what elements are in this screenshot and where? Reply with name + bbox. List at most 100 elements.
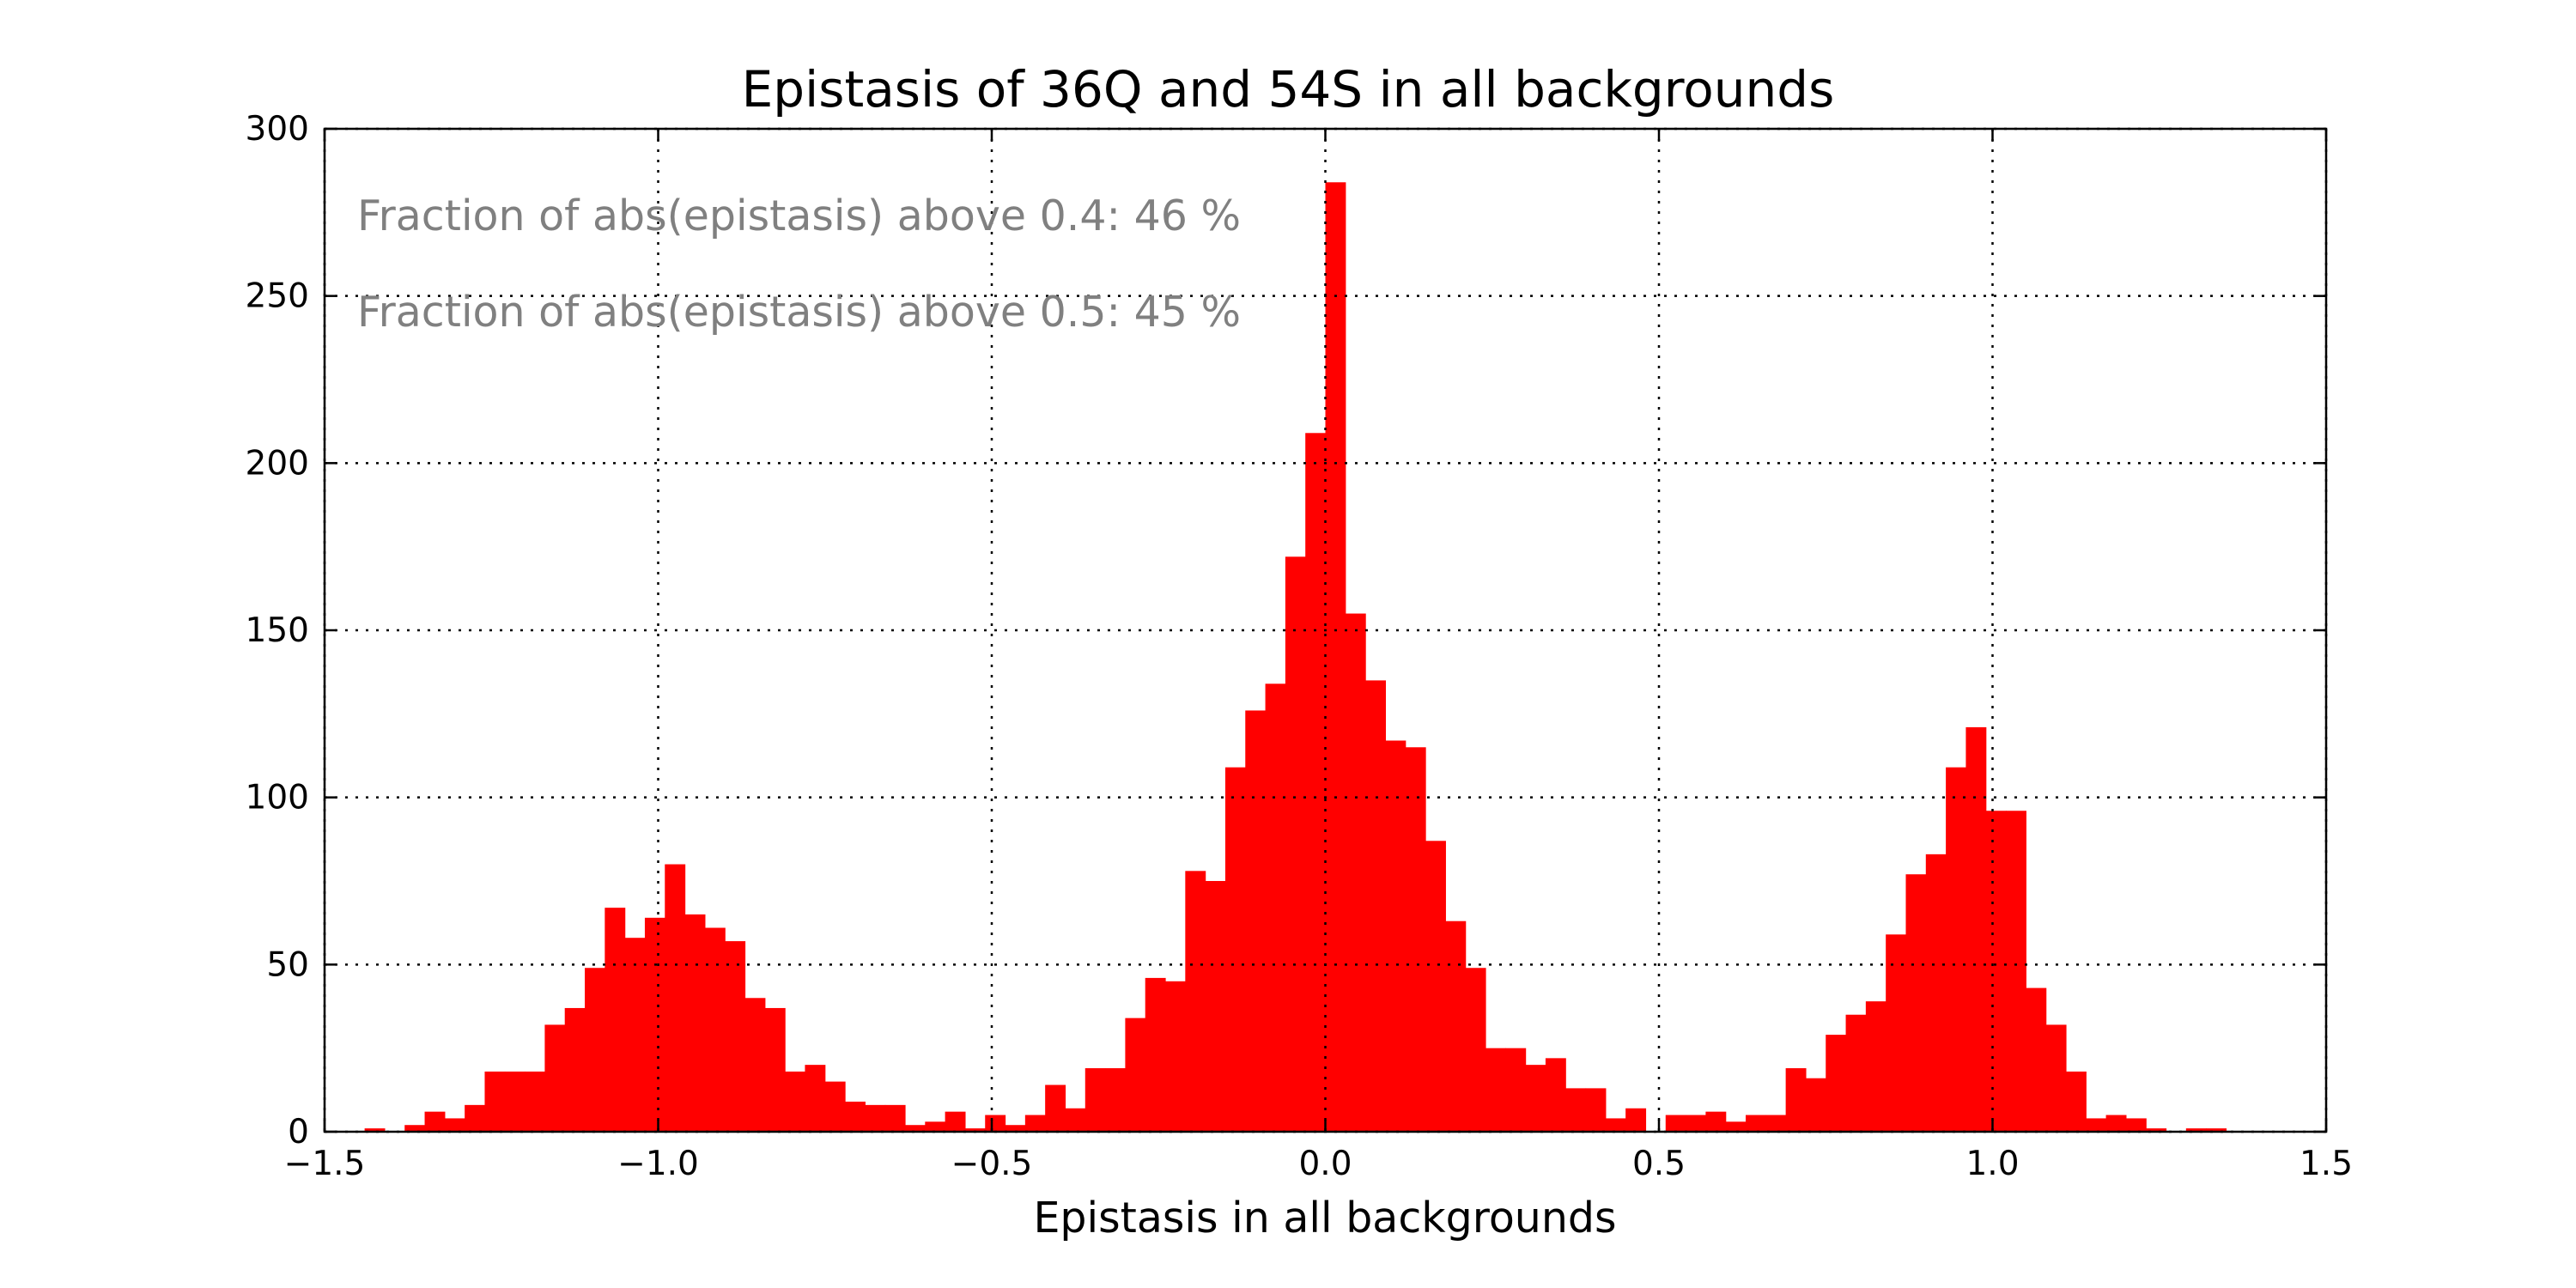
histogram-bar: [2125, 1118, 2147, 1132]
histogram-bar: [1425, 841, 1446, 1132]
histogram-bar: [484, 1071, 506, 1132]
histogram-bar: [404, 1125, 426, 1132]
histogram-bar: [1585, 1088, 1607, 1132]
histogram-bar: [1245, 710, 1267, 1132]
histogram-bar: [1725, 1121, 1747, 1132]
y-tick-label: 200: [246, 444, 309, 483]
histogram-bar: [605, 908, 626, 1132]
y-tick-label: 150: [246, 611, 309, 650]
histogram-bar: [364, 1128, 386, 1132]
histogram-bar: [1165, 981, 1186, 1132]
histogram-bar: [945, 1111, 966, 1132]
histogram-bar: [2065, 1071, 2087, 1132]
histogram-bar: [725, 941, 746, 1132]
y-tick-label: 300: [246, 110, 309, 149]
histogram-bar: [1625, 1108, 1647, 1132]
x-axis-label: Epistasis in all backgrounds: [1033, 1194, 1616, 1242]
histogram-bar: [1686, 1115, 1706, 1132]
histogram-bar: [1865, 1001, 1886, 1132]
histogram-bar: [1265, 683, 1286, 1132]
y-tick-labels: 0 50 100 150 200 250 300: [246, 110, 309, 1151]
histogram-bar: [1125, 1018, 1146, 1132]
histogram-bar: [444, 1118, 465, 1132]
histogram-bar: [1224, 767, 1246, 1132]
histogram-bar: [824, 1081, 846, 1132]
histogram-bar: [1485, 1048, 1506, 1132]
x-tick-label: −0.5: [951, 1145, 1033, 1183]
chart-title: Epistasis of 36Q and 54S in all backgrou…: [742, 60, 1835, 118]
x-tick-label: −1.5: [284, 1145, 366, 1183]
histogram-bar: [2146, 1128, 2167, 1132]
histogram-bar: [2185, 1128, 2207, 1132]
x-tick-label: 0.5: [1632, 1145, 1686, 1183]
histogram-bar: [465, 1104, 486, 1132]
histogram-bar: [1285, 556, 1306, 1132]
histogram-bar: [785, 1071, 806, 1132]
histogram-bar: [2006, 811, 2026, 1132]
histogram-bar: [1805, 1078, 1826, 1132]
histogram-bar: [1965, 726, 1987, 1132]
histogram-bar: [1045, 1084, 1066, 1132]
histogram-bar: [1084, 1068, 1106, 1132]
histogram-bar: [504, 1071, 526, 1132]
histogram-bar: [1365, 680, 1387, 1132]
histogram-bar: [1886, 934, 1907, 1132]
histogram-bar: [2105, 1115, 2127, 1132]
histogram-bar: [525, 1071, 546, 1132]
histogram-bar: [585, 968, 605, 1132]
histogram-bar: [1405, 747, 1426, 1132]
histogram-bar: [744, 998, 766, 1132]
histogram-bar: [1345, 613, 1366, 1132]
annotation-fraction-0-5: Fraction of abs(epistasis) above 0.5: 45…: [357, 288, 1241, 337]
histogram-bar: [1785, 1068, 1807, 1132]
x-tick-label: 1.5: [2300, 1145, 2353, 1183]
y-tick-label: 0: [288, 1113, 309, 1151]
histogram-bar: [424, 1111, 446, 1132]
histogram-bar: [1746, 1115, 1766, 1132]
histogram-bar: [904, 1125, 926, 1132]
axis-ticks: [323, 127, 2328, 1133]
histogram-bar: [884, 1104, 906, 1132]
histogram-bar: [2086, 1118, 2107, 1132]
histogram-bar: [1445, 920, 1467, 1132]
histogram-bar: [1545, 1058, 1566, 1132]
x-tick-labels: −1.5 −1.0 −0.5 0.0 0.5 1.0 1.5: [284, 1145, 2353, 1183]
histogram-bar: [845, 1101, 866, 1132]
y-tick-label: 50: [266, 945, 309, 984]
histogram-bar: [1765, 1115, 1787, 1132]
x-tick-label: 1.0: [1965, 1145, 2019, 1183]
histogram-bar: [2026, 987, 2047, 1132]
histogram-bar: [564, 1007, 586, 1132]
histogram-bar: [985, 1115, 1006, 1132]
histogram-bar: [1525, 1065, 1546, 1132]
histogram-bar: [684, 914, 706, 1132]
histogram-bar: [1946, 767, 1967, 1132]
histogram-bar: [2045, 1024, 2067, 1132]
y-tick-label: 100: [246, 779, 309, 817]
histogram-bar: [1185, 871, 1206, 1132]
histogram-bar: [1665, 1115, 1686, 1132]
histogram-bar: [1065, 1108, 1086, 1132]
histogram-bar: [1565, 1088, 1587, 1132]
histogram-bar: [1826, 1035, 1847, 1132]
histogram-bar: [2206, 1128, 2227, 1132]
histogram-bar: [1605, 1118, 1626, 1132]
histogram-bar: [1385, 740, 1406, 1132]
histogram-bar: [1145, 977, 1166, 1132]
histogram-bar: [1925, 854, 1947, 1132]
histogram-bar: [1705, 1111, 1727, 1132]
histogram-bar: [1325, 182, 1346, 1132]
histogram-bar: [925, 1121, 946, 1132]
x-tick-label: −1.0: [617, 1145, 699, 1183]
histogram-bar: [1505, 1048, 1527, 1132]
x-tick-label: 0.0: [1298, 1145, 1352, 1183]
histogram-bar: [805, 1065, 826, 1132]
histogram-bar: [544, 1024, 566, 1132]
annotation-fraction-0-4: Fraction of abs(epistasis) above 0.4: 46…: [357, 191, 1241, 240]
histogram-bar: [1105, 1068, 1126, 1132]
histogram-bar: [704, 927, 726, 1132]
histogram-bar: [1905, 874, 1927, 1132]
y-tick-label: 250: [246, 277, 309, 316]
